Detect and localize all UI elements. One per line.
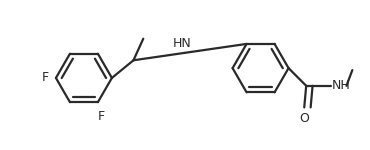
- Text: F: F: [97, 110, 104, 123]
- Text: O: O: [299, 112, 309, 125]
- Text: NH: NH: [332, 79, 350, 92]
- Text: F: F: [42, 71, 49, 84]
- Text: HN: HN: [173, 37, 192, 50]
